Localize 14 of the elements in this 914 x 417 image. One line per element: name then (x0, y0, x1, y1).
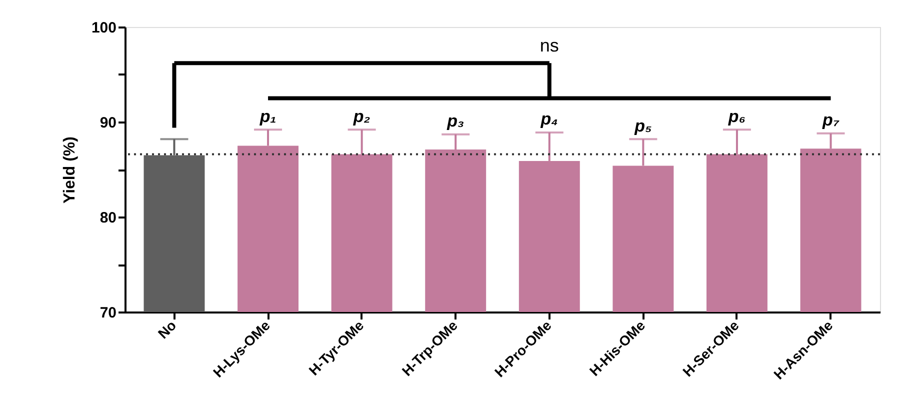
annotation: p₁ (258, 106, 276, 126)
y-tick-label: 80 (100, 210, 116, 226)
annotation: p₅ (634, 116, 652, 136)
annotation: p₂ (352, 106, 371, 126)
y-tick-label: 100 (91, 20, 116, 36)
annotation: p₆ (727, 106, 746, 126)
x-tick-label: No (154, 317, 180, 342)
y-tick-label: 90 (100, 114, 116, 132)
annotation: p₇ (821, 110, 840, 130)
y-axis-title: Yield (%) (61, 136, 78, 204)
annotation: p₃ (446, 112, 464, 131)
y-tick-label: 70 (100, 304, 116, 322)
annotation: ns (540, 36, 559, 56)
annotation: p₄ (540, 110, 558, 129)
